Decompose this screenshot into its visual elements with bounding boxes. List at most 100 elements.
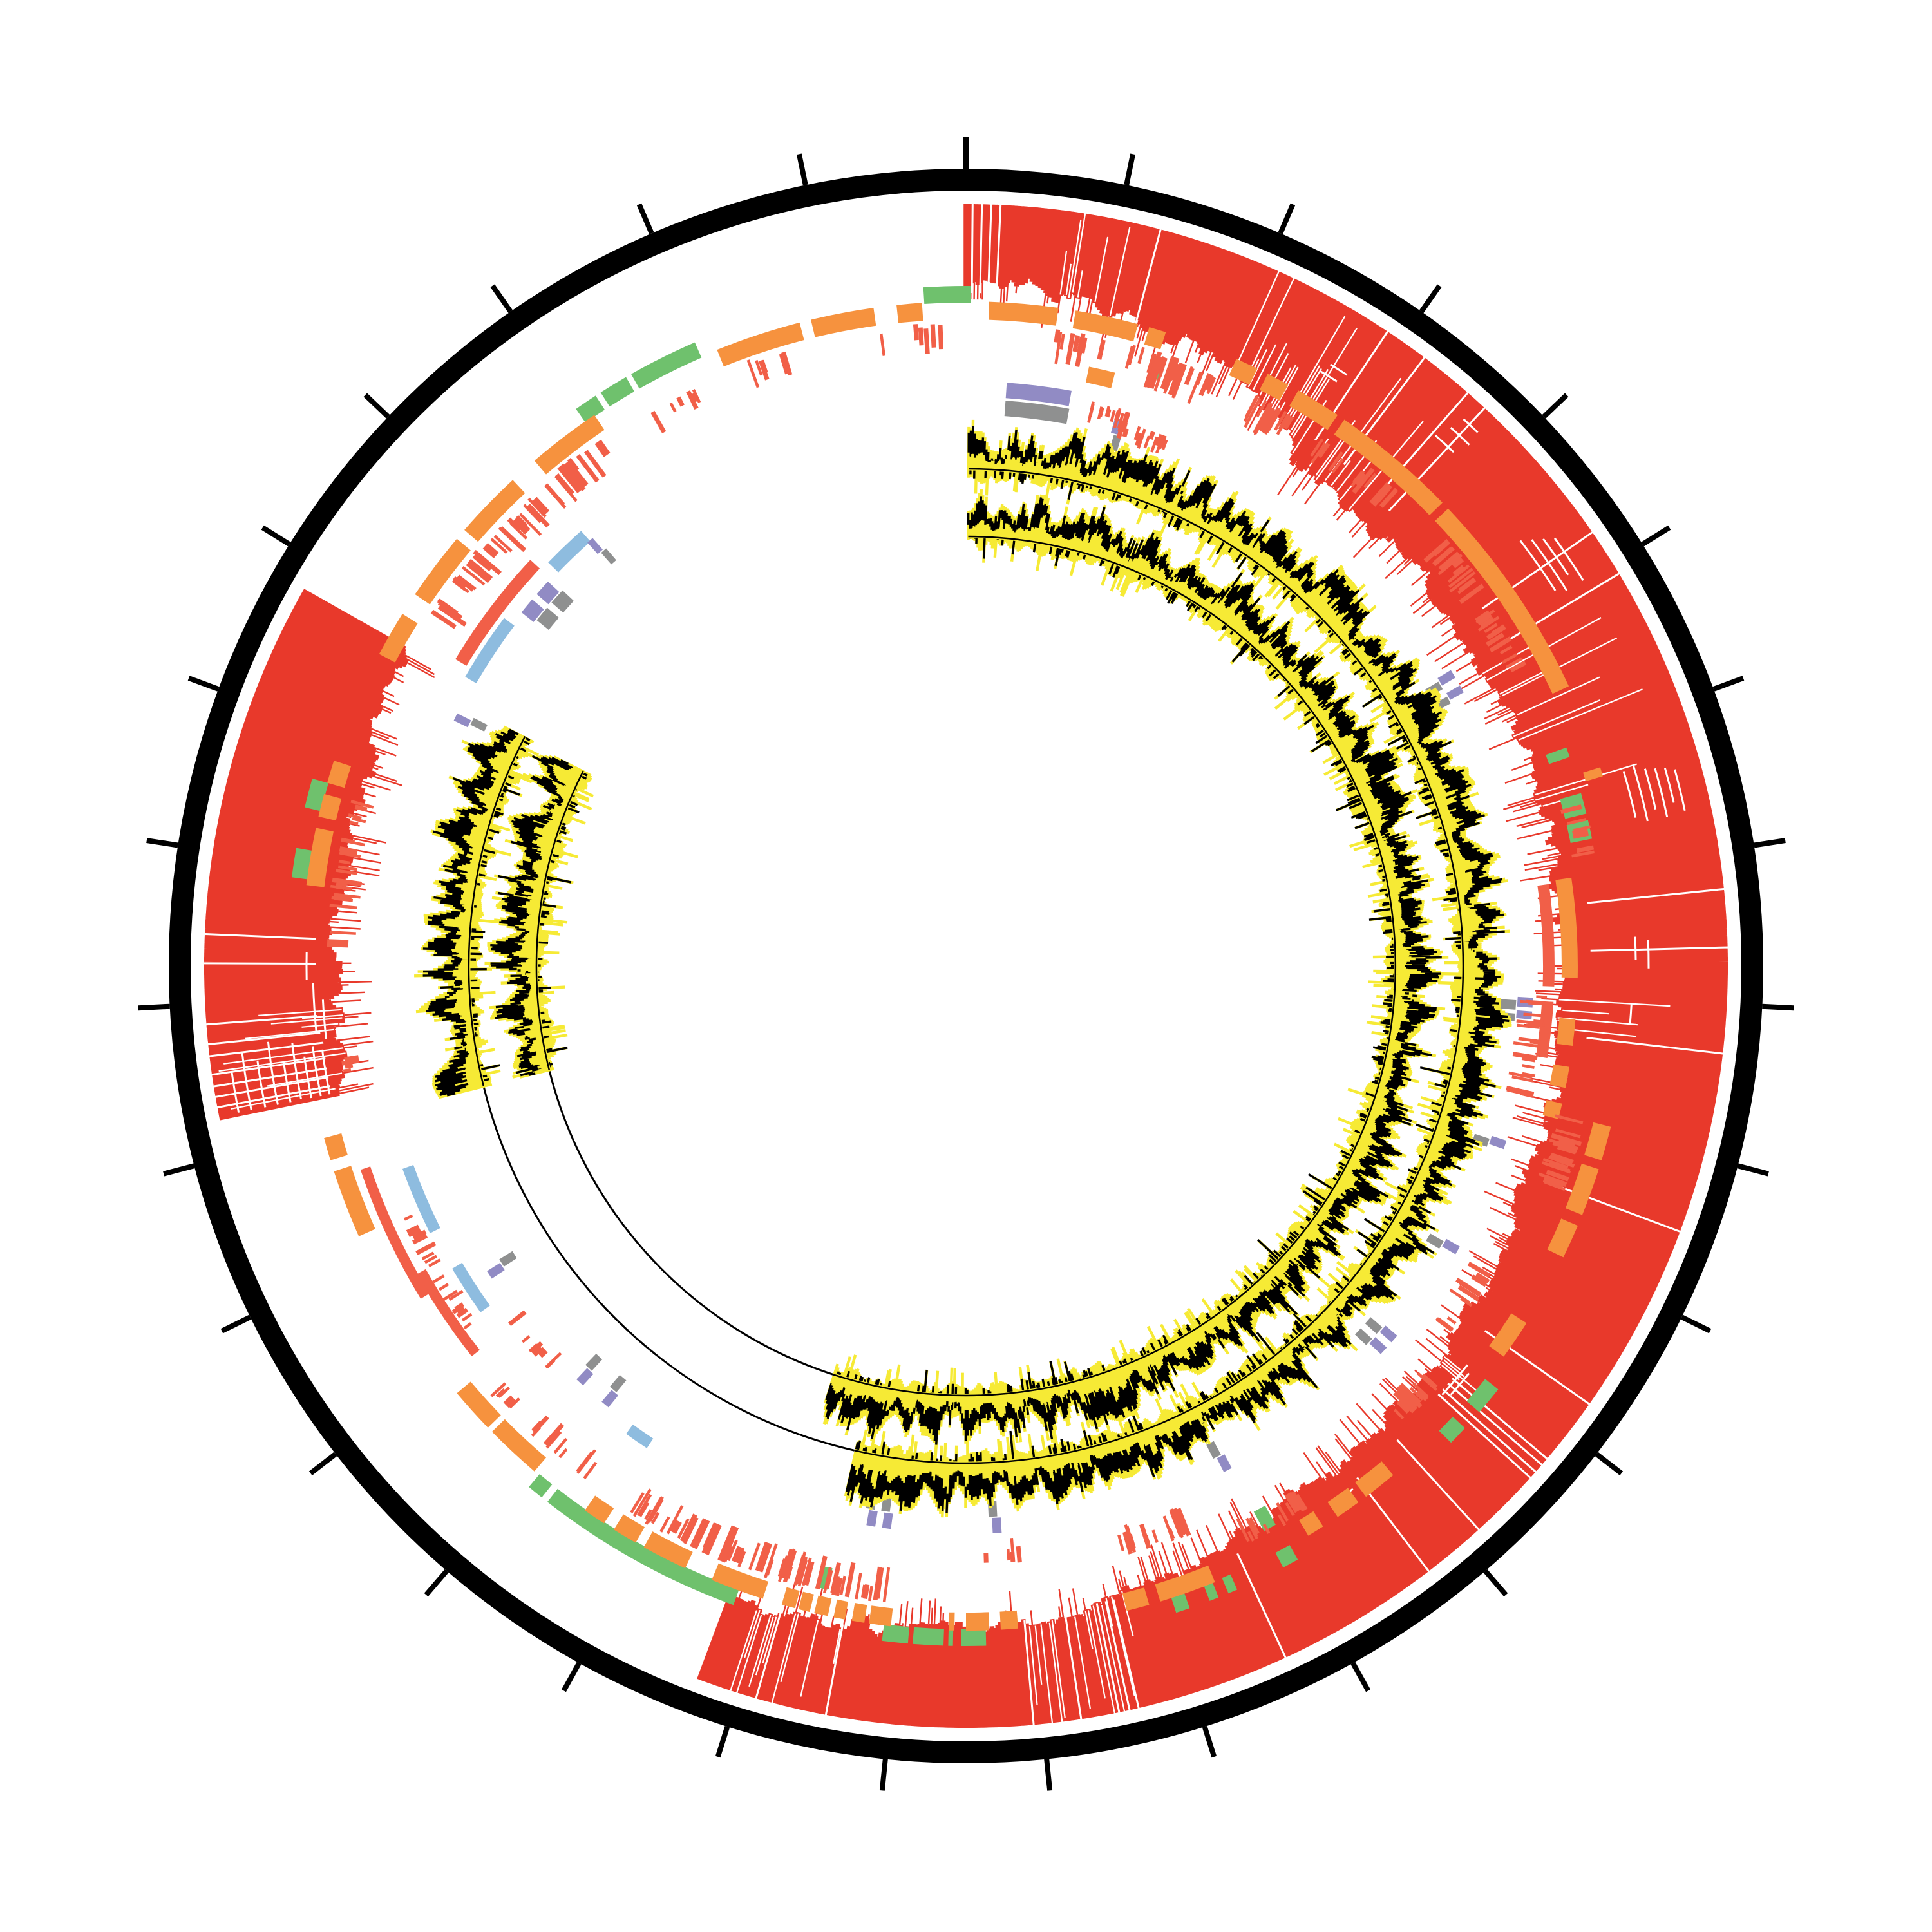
coverage-stria [1519,540,1557,591]
orange-main-segment [1122,1587,1150,1611]
coverage-stria [1329,363,1348,376]
coverage-stria [1674,769,1686,811]
green-outer-segment [529,1474,553,1498]
green-outer-segment [1275,1545,1298,1568]
coverage-stria [1463,418,1479,433]
gray-segment [470,717,488,732]
orange-main-segment [989,301,1059,326]
orange-main-segment [1259,374,1289,401]
orange-main-segment [869,1605,893,1627]
orange-main-segment [1229,359,1258,385]
orange-main-segment [1489,1313,1527,1357]
orange-main-segment [1584,1122,1611,1160]
orange-main-segment [491,1419,546,1472]
yellow-core-band [452,733,527,1092]
orange-main-segment [327,761,352,788]
blue-arcs-segment [402,1164,440,1233]
coverage-stria [291,1043,302,1099]
salmon-arcs-segment [455,560,540,666]
gray-segment [601,548,616,565]
orange-main-segment [534,415,605,475]
orange-main-segment [1289,390,1338,430]
green-outer-segment [576,395,605,423]
purple-thick-track [1005,383,1072,406]
outer-tick-marks [138,137,1794,1791]
blue-arcs-segment [626,1424,654,1448]
purple-gray-pair-track [453,417,1533,1533]
gray-thick-track [1004,401,1070,424]
coverage-bars [204,589,409,1121]
coverage-stria [312,983,318,1035]
gray-segment [585,1354,603,1371]
yellow-noise-tracks [414,419,1512,1518]
orange-main-segment [457,1381,501,1428]
green-outer-segment [600,377,634,407]
coverage-stria [1643,768,1657,810]
orange-main-segment [379,614,418,663]
orange-main-segment [1355,1461,1394,1497]
salmon-arcs-track [360,560,1555,1357]
karyotype-circle [169,169,1763,1763]
orange-main-segment [1435,508,1569,694]
orange-inner-track [1086,366,1578,1119]
purple-segment [1489,1135,1507,1150]
purple-segment [601,1390,618,1408]
green-outer-segment [547,1488,739,1605]
coverage-stria [231,1072,240,1113]
green-outer-track [292,285,1499,1647]
orange-main-segment [949,1612,955,1631]
green-outer-segment [923,285,971,304]
purple-segment [1369,1337,1387,1354]
yellow-outer-arc [414,725,539,1099]
purple-segment [1442,1238,1460,1255]
purple-segment [1379,1325,1397,1343]
purple-segment [487,1263,505,1279]
salmon-arcs-segment [360,1166,430,1299]
orange-main-segment [1144,327,1166,350]
orange-main-segment [1565,1163,1599,1215]
orange-inner-segment [1086,366,1115,388]
karyotype-ring [169,169,1763,1763]
coverage-stria [1542,538,1569,576]
green-outer-segment [1222,1574,1238,1594]
black-noise-line [422,728,531,1097]
orange-main-segment [1327,1488,1359,1517]
gray-segment [1355,1328,1372,1345]
orange-main-segment [1072,310,1139,342]
orange-main-segment [966,1612,989,1631]
band-baseline-edge [468,735,526,1087]
coverage-stria [1531,539,1568,591]
yellow-inner-arc [822,489,1449,1450]
coverage-white-gaps [202,196,1729,1736]
orange-inner-segment [1555,877,1578,978]
green-outer-segment [882,1624,909,1644]
purple-segment [576,1368,594,1386]
green-outer-segment [913,1627,944,1646]
green-outer-segment [1171,1592,1190,1613]
orange-main-segment [999,1610,1018,1630]
green-inner-segment [1253,1505,1276,1531]
coverage-stria [267,1041,279,1105]
purple-segment [536,582,560,605]
salmon-arcs-segment [1536,1001,1554,1058]
blue-arcs-segment [548,531,591,573]
orange-main-segment [811,308,876,337]
yellow-core-band [520,766,585,1074]
coverage-stria [312,1046,322,1097]
orange-main-segment [833,1599,848,1620]
green-outer-segment [1439,1416,1465,1443]
gray-segment [499,1251,517,1267]
baseline-circles [482,1070,855,1452]
coverage-stria [1434,434,1455,453]
orange-inner-segment [1542,1100,1562,1119]
gray-segment [609,1375,627,1392]
band-baseline-edge [535,770,584,1070]
green-outer-segment [1466,1379,1499,1412]
orange-main-segment [643,1531,693,1569]
gray-segment [551,590,574,613]
blue-arcs-segment [452,1262,490,1312]
orange-main-segment [1547,1218,1578,1258]
coverage-stria [1622,771,1637,818]
orange-main-segment [614,1514,645,1543]
purple-segment [866,1510,878,1527]
